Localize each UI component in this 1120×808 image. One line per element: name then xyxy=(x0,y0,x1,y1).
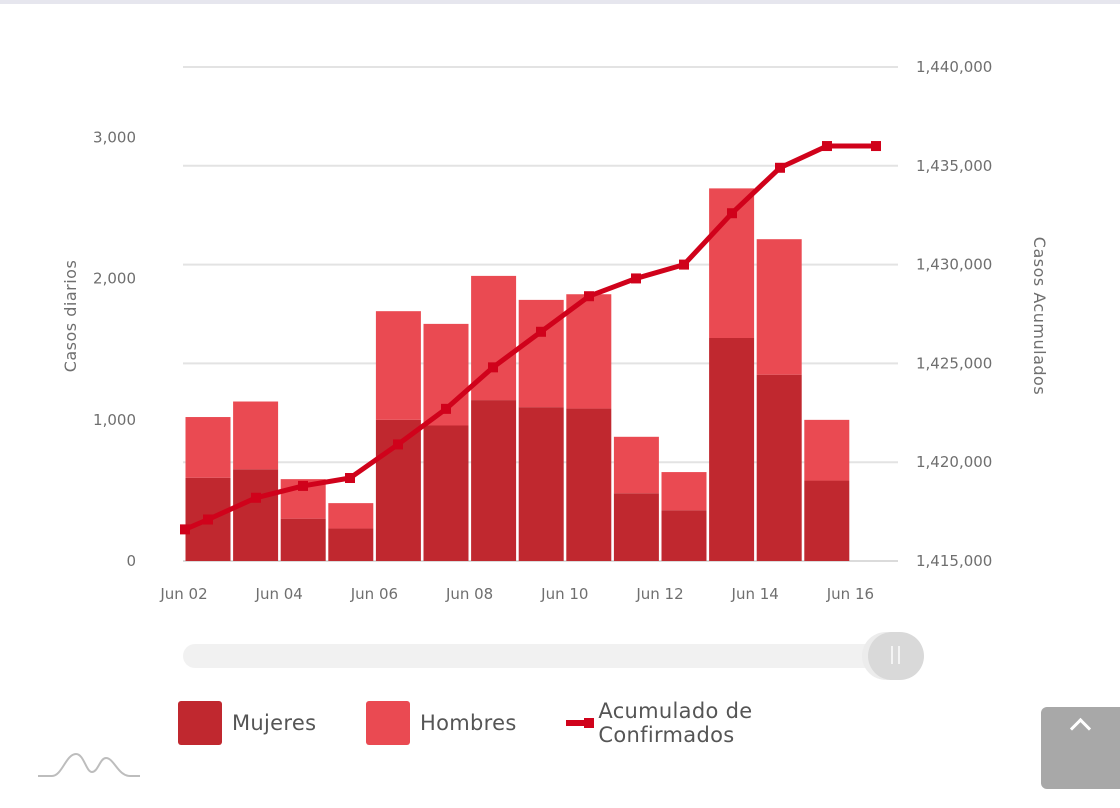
y-right-tick-label: 1,435,000 xyxy=(916,157,992,175)
y-left-tick-label: 2,000 xyxy=(93,270,136,288)
bar-mujeres xyxy=(233,469,279,561)
x-tick-label: Jun 02 xyxy=(159,585,207,603)
bar-hombres xyxy=(375,311,421,420)
back-to-top-button[interactable] xyxy=(1041,707,1120,789)
point-acumulado xyxy=(441,403,451,414)
x-tick-label: Jun 12 xyxy=(635,585,683,603)
y-right-tick-label: 1,420,000 xyxy=(916,453,992,471)
x-tick-label: Jun 14 xyxy=(731,585,779,603)
bar-hombres xyxy=(518,299,564,408)
bar-mujeres xyxy=(661,510,707,561)
chevron-up-icon xyxy=(1069,717,1092,740)
legend-label-hombres: Hombres xyxy=(420,711,517,735)
grip-icon xyxy=(891,646,893,664)
point-acumulado xyxy=(180,524,190,535)
legend-swatch-hombres xyxy=(366,701,410,745)
bar-mujeres xyxy=(328,528,374,561)
bar-hombres xyxy=(804,419,850,481)
point-acumulado xyxy=(584,291,594,302)
point-acumulado xyxy=(251,492,261,503)
grip-icon xyxy=(898,646,900,664)
point-acumulado xyxy=(203,514,213,525)
y-right-tick-label: 1,430,000 xyxy=(916,256,992,274)
bar-hombres xyxy=(613,436,659,494)
bar-mujeres xyxy=(471,400,517,561)
range-slider-handle[interactable] xyxy=(868,632,924,680)
bar-mujeres xyxy=(280,518,326,561)
point-acumulado xyxy=(631,273,641,284)
x-tick-label: Jun 06 xyxy=(350,585,398,603)
point-acumulado xyxy=(727,208,737,219)
legend-label-acumulado: Acumulado de Confirmados xyxy=(598,699,753,747)
point-acumulado xyxy=(679,259,689,270)
legend-item-mujeres[interactable]: Mujeres xyxy=(178,700,316,746)
x-tick-label: Jun 16 xyxy=(826,585,874,603)
range-slider-track[interactable] xyxy=(183,644,895,668)
legend-item-acumulado[interactable]: Acumulado de Confirmados xyxy=(566,699,756,747)
point-acumulado xyxy=(822,141,832,152)
y-left-tick-label: 3,000 xyxy=(93,129,136,147)
point-acumulado xyxy=(536,326,546,337)
legend-label-mujeres: Mujeres xyxy=(232,711,317,735)
x-tick-label: Jun 10 xyxy=(540,585,588,603)
bar-mujeres xyxy=(566,408,612,561)
point-acumulado xyxy=(298,480,308,491)
legend-line-acumulado xyxy=(566,718,594,728)
y-left-tick-label: 0 xyxy=(126,552,136,570)
bar-hombres xyxy=(328,503,374,529)
y-left-tick-label: 1,000 xyxy=(93,411,136,429)
point-acumulado xyxy=(345,473,355,484)
bar-hombres xyxy=(661,472,707,511)
y-left-axis-title: Casos diarios xyxy=(61,260,80,373)
x-tick-label: Jun 08 xyxy=(445,585,493,603)
bar-mujeres xyxy=(518,407,564,561)
y-right-tick-label: 1,440,000 xyxy=(916,58,992,76)
bar-hombres xyxy=(566,294,612,409)
bar-mujeres xyxy=(709,337,755,561)
bar-mujeres xyxy=(804,480,850,561)
line-acumulado xyxy=(184,143,876,532)
bar-hombres xyxy=(185,417,231,478)
point-acumulado xyxy=(775,162,785,173)
bar-hombres xyxy=(233,401,279,470)
bar-mujeres xyxy=(423,425,469,561)
point-acumulado xyxy=(871,141,881,152)
y-right-axis-title: Casos Acumulados xyxy=(1030,237,1049,395)
bar-mujeres xyxy=(756,374,802,561)
legend-swatch-mujeres xyxy=(178,701,222,745)
point-acumulado xyxy=(488,362,498,373)
x-tick-label: Jun 04 xyxy=(255,585,303,603)
top-rule xyxy=(0,0,1120,4)
y-right-tick-label: 1,415,000 xyxy=(916,552,992,570)
chart: 0 1,000 2,000 3,000 1,415,000 1,420,000 1,425,… xyxy=(61,58,1049,603)
mountain-icon[interactable] xyxy=(38,748,140,782)
bar-hombres xyxy=(756,239,802,375)
point-acumulado xyxy=(393,439,403,450)
legend-item-hombres[interactable]: Hombres xyxy=(366,700,517,746)
bar-mujeres xyxy=(613,493,659,561)
y-right-tick-label: 1,425,000 xyxy=(916,354,992,372)
